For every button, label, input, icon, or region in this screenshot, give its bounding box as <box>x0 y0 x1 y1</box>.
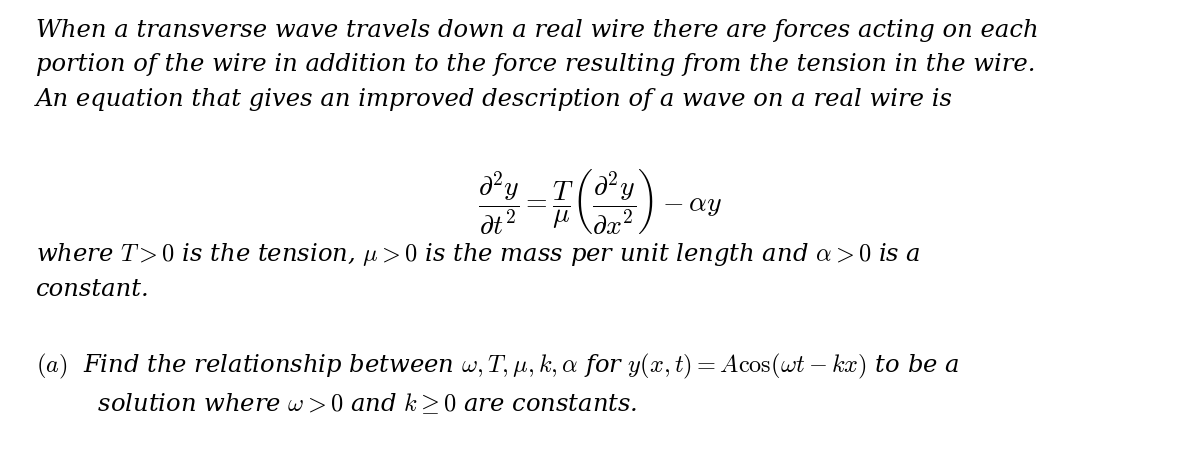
Text: $\dfrac{\partial^2 y}{\partial t^2} = \dfrac{T}{\mu}\left(\dfrac{\partial^2 y}{\: $\dfrac{\partial^2 y}{\partial t^2} = \d… <box>478 167 722 236</box>
Text: portion of the wire in addition to the force resulting from the tension in the w: portion of the wire in addition to the f… <box>36 53 1036 76</box>
Text: When a transverse wave travels down a real wire there are forces acting on each: When a transverse wave travels down a re… <box>36 19 1039 42</box>
Text: $(a)$  Find the relationship between $\omega, T, \mu, k, \alpha$ for $y(x, t) = : $(a)$ Find the relationship between $\om… <box>36 352 960 381</box>
Text: constant.: constant. <box>36 278 150 301</box>
Text: where $T > 0$ is the tension, $\mu > 0$ is the mass per unit length and $\alpha : where $T > 0$ is the tension, $\mu > 0$ … <box>36 241 920 268</box>
Text: An equation that gives an improved description of a wave on a real wire is: An equation that gives an improved descr… <box>36 88 953 111</box>
Text: solution where $\omega > 0$ and $k \geq 0$ are constants.: solution where $\omega > 0$ and $k \geq … <box>36 391 637 416</box>
